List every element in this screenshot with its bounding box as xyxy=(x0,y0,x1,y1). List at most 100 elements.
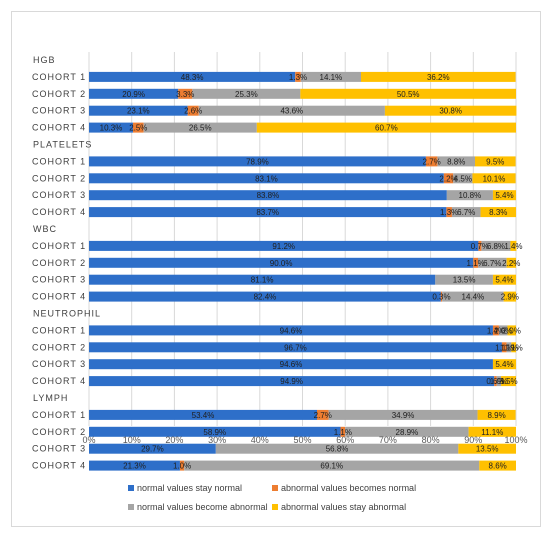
bar-segment xyxy=(425,156,438,167)
data-label: 1.0% xyxy=(490,377,508,386)
group-label-neutrophil: NEUTROPHIL xyxy=(33,309,101,319)
data-label: 9.5% xyxy=(486,157,504,166)
bar-segment xyxy=(446,190,493,201)
data-label: 11.1% xyxy=(481,428,503,437)
x-tick-label: 0% xyxy=(82,435,95,445)
bar-segment xyxy=(89,240,479,251)
row-label: COHORT 2 xyxy=(32,258,86,268)
data-label: 5.4% xyxy=(495,360,513,369)
row-label: COHORT 1 xyxy=(32,72,86,82)
bar-segment xyxy=(89,359,493,370)
row-label: COHORT 4 xyxy=(32,376,86,386)
data-label: 29.7% xyxy=(141,445,164,454)
bar-segment xyxy=(340,426,346,437)
bar-segment xyxy=(496,376,502,387)
bar-segment xyxy=(384,105,517,116)
bar-segment xyxy=(328,409,478,420)
bar-segment xyxy=(507,325,516,336)
bar-segment xyxy=(440,291,443,302)
data-label: 3.3% xyxy=(176,90,194,99)
data-label: 1.0% xyxy=(173,462,191,471)
data-label: 25.3% xyxy=(235,90,258,99)
legend-label: abnormal values becomes normal xyxy=(281,483,416,493)
data-label: 1.3% xyxy=(289,73,307,82)
data-label: 10.1% xyxy=(483,174,506,183)
data-label: 21.3% xyxy=(123,462,146,471)
bar-segment xyxy=(360,71,516,82)
bar-segment xyxy=(89,443,216,454)
bar-segment xyxy=(480,207,516,218)
bar-segment xyxy=(492,274,516,285)
bar-segment xyxy=(492,359,516,370)
row-label: COHORT 1 xyxy=(32,410,86,420)
data-label: 56.8% xyxy=(326,445,349,454)
row-label: COHORT 3 xyxy=(32,106,86,116)
data-label: 96.7% xyxy=(284,343,307,352)
data-label: 10.3% xyxy=(100,124,123,133)
data-label: 1.4% xyxy=(487,326,505,335)
data-label: 1.1% xyxy=(495,343,513,352)
row-label: COHORT 2 xyxy=(32,427,86,437)
bar-segment xyxy=(89,88,179,99)
data-label: 36.2% xyxy=(427,73,450,82)
data-label: 90.0% xyxy=(270,259,293,268)
bar-segment xyxy=(442,291,504,302)
data-label: 1.1% xyxy=(500,343,518,352)
row-label: COHORT 3 xyxy=(32,444,86,454)
data-label: 13.5% xyxy=(476,445,499,454)
row-label: COHORT 4 xyxy=(32,292,86,302)
bar-segment xyxy=(437,156,476,167)
bar-segment xyxy=(503,291,516,302)
data-label: 8.8% xyxy=(447,157,465,166)
x-tick-label: 80% xyxy=(422,435,440,445)
x-tick-label: 70% xyxy=(379,435,397,445)
bar-segment xyxy=(317,409,329,420)
bar-segment xyxy=(89,291,441,302)
bar-segment xyxy=(498,325,508,336)
data-label: 6.7% xyxy=(457,208,475,217)
bar-segment xyxy=(481,240,511,251)
bar-segment xyxy=(458,443,516,454)
bar-segment xyxy=(89,207,447,218)
data-label: 2.0% xyxy=(494,326,512,335)
bar-segment xyxy=(89,325,493,336)
data-label: 43.6% xyxy=(280,107,303,116)
data-label: 8.6% xyxy=(489,462,507,471)
legend-label: abnormal values stay abnormal xyxy=(281,502,406,512)
data-label: 13.5% xyxy=(453,276,476,285)
x-tick-label: 10% xyxy=(123,435,141,445)
bar-segment xyxy=(132,122,144,133)
data-label: 20.9% xyxy=(122,90,145,99)
data-label: 34.9% xyxy=(392,411,415,420)
data-label: 48.3% xyxy=(181,73,204,82)
data-label: 8.3% xyxy=(489,208,507,217)
bar-segment xyxy=(492,190,516,201)
row-label: COHORT 1 xyxy=(32,156,86,166)
bar-segment xyxy=(506,257,516,268)
bar-segment xyxy=(256,122,516,133)
data-label: 53.4% xyxy=(192,411,215,420)
bar-segment xyxy=(435,274,493,285)
bar-segment xyxy=(143,122,257,133)
data-label: 94.6% xyxy=(280,326,303,335)
bar-segment xyxy=(478,240,482,251)
legend-swatch xyxy=(128,485,134,491)
data-label: 30.8% xyxy=(439,107,462,116)
data-label: 5.4% xyxy=(495,191,513,200)
data-label: 94.9% xyxy=(280,377,303,386)
bar-segment xyxy=(446,207,452,218)
data-label: 0.6% xyxy=(486,377,504,386)
bar-segment xyxy=(492,325,499,336)
data-label: 14.4% xyxy=(462,293,485,302)
data-label: 8.9% xyxy=(487,411,505,420)
bar-segment xyxy=(510,240,517,251)
bar-segment xyxy=(89,122,133,133)
data-label: 0.3% xyxy=(432,293,450,302)
group-label-wbc: WBC xyxy=(33,224,57,234)
data-label: 6.8% xyxy=(487,242,505,251)
data-label: 83.7% xyxy=(256,208,279,217)
data-label: 60.7% xyxy=(375,124,398,133)
data-label: 2.9% xyxy=(501,293,519,302)
row-label: COHORT 1 xyxy=(32,325,86,335)
data-label: 0.7% xyxy=(471,242,489,251)
